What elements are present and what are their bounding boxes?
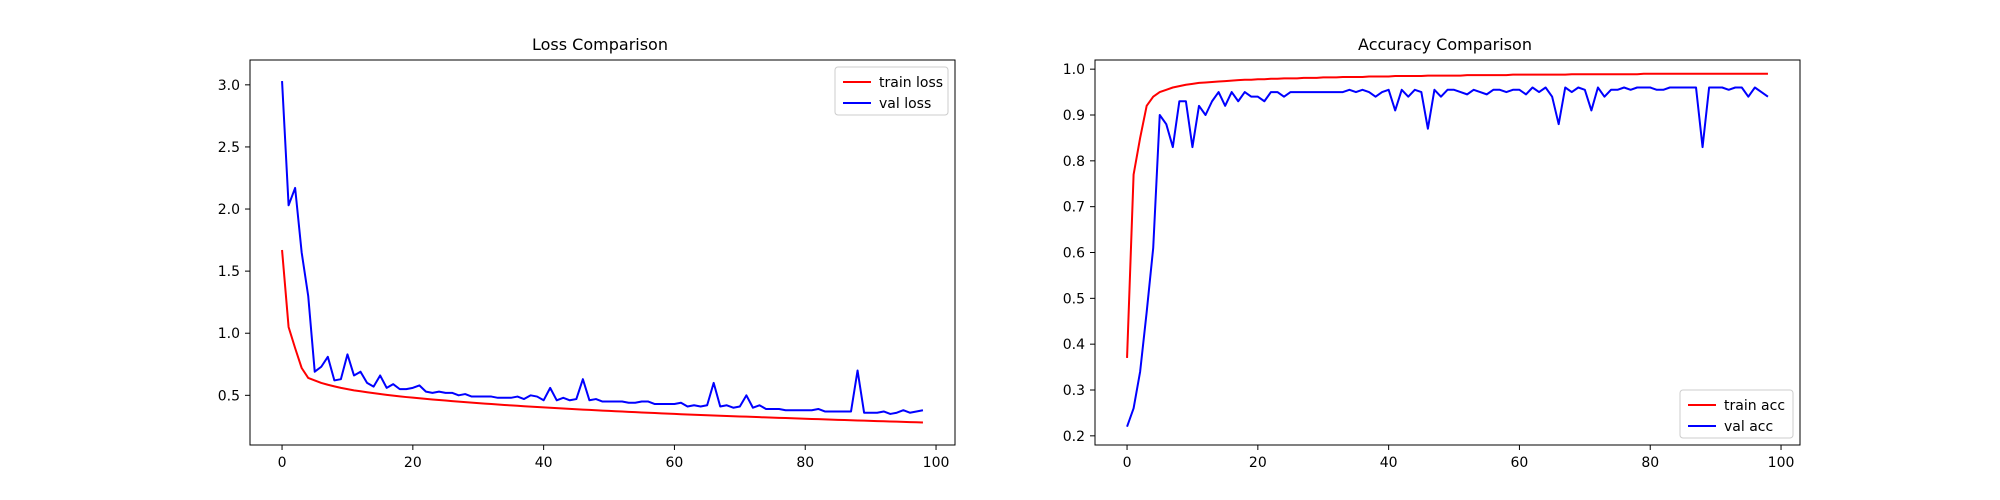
loss-x-tick-label: 0 <box>278 455 287 471</box>
accuracy-y-tick-label: 0.4 <box>1063 337 1085 353</box>
accuracy-x-tick-label: 20 <box>1249 455 1267 471</box>
accuracy-legend-label: train acc <box>1724 398 1785 414</box>
accuracy-series-group <box>1126 72 1769 428</box>
accuracy-axes-frame <box>1094 59 1801 446</box>
loss-x-tick-label: 100 <box>923 455 950 471</box>
loss-legend-label: train loss <box>879 75 943 91</box>
loss-chart: Loss Comparison 0 20 40 60 80 100 0.5 1.0 1.5 2.0… <box>218 35 956 471</box>
loss-y-tick-label: 3.0 <box>218 78 240 94</box>
loss-y-tick-label: 2.5 <box>218 140 240 156</box>
loss-y-tick-label: 0.5 <box>218 388 240 404</box>
accuracy-y-tick-label: 1.0 <box>1063 62 1085 78</box>
loss-axes-frame <box>249 59 956 446</box>
loss-chart-title: Loss Comparison <box>532 35 668 54</box>
loss-series-group <box>281 81 924 424</box>
accuracy-plot-area: 0 20 40 60 80 100 0.2 0.3 0.4 0.5 0.6 0.7 0.8 0.9 1.0 t… <box>1063 59 1801 471</box>
accuracy-y-tick-label: 0.5 <box>1063 291 1085 307</box>
loss-x-tick-label: 20 <box>404 455 422 471</box>
loss-y-tick-label: 1.0 <box>218 326 240 342</box>
loss-y-tick-label: 1.5 <box>218 264 240 280</box>
accuracy-y-tick-label: 0.2 <box>1063 429 1085 445</box>
accuracy-legend-label: val acc <box>1724 419 1773 435</box>
loss-series-line-train-loss <box>281 249 923 424</box>
loss-x-tick-label: 40 <box>535 455 553 471</box>
accuracy-chart: Accuracy Comparison 0 20 40 60 80 100 0.2 0.3 0.… <box>1063 35 1801 471</box>
loss-legend-label: val loss <box>879 96 931 112</box>
loss-legend: train loss val loss <box>834 66 949 116</box>
accuracy-chart-title: Accuracy Comparison <box>1358 35 1532 54</box>
accuracy-x-tick-label: 0 <box>1123 455 1132 471</box>
accuracy-legend: train acc val acc <box>1679 389 1794 439</box>
loss-plot-area: 0 20 40 60 80 100 0.5 1.0 1.5 2.0 2.5 3.0 train loss… <box>218 59 956 471</box>
accuracy-y-tick-label: 0.8 <box>1063 154 1085 170</box>
loss-x-tick-label: 60 <box>666 455 684 471</box>
accuracy-x-tick-label: 80 <box>1641 455 1659 471</box>
loss-x-tick-label: 80 <box>796 455 814 471</box>
accuracy-y-tick-label: 0.7 <box>1063 200 1085 216</box>
accuracy-y-tick-label: 0.9 <box>1063 108 1085 124</box>
accuracy-series-line-val-acc <box>1126 86 1769 428</box>
accuracy-x-tick-label: 40 <box>1380 455 1398 471</box>
accuracy-x-tick-label: 60 <box>1511 455 1529 471</box>
accuracy-y-tick-label: 0.3 <box>1063 383 1085 399</box>
accuracy-y-tick-label: 0.6 <box>1063 246 1085 262</box>
accuracy-series-line-train-acc <box>1126 72 1768 358</box>
accuracy-x-tick-label: 100 <box>1768 455 1795 471</box>
loss-series-line-val-loss <box>281 81 924 415</box>
loss-y-tick-label: 2.0 <box>218 202 240 218</box>
